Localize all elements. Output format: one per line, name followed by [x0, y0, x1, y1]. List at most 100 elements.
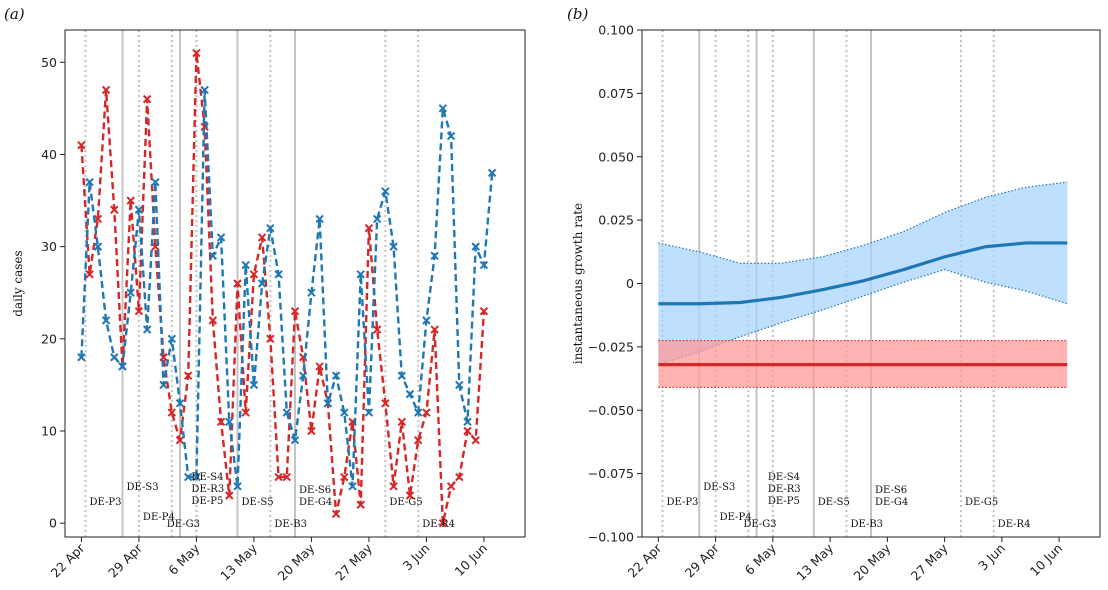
marker-stroke — [167, 334, 176, 344]
data-point — [315, 214, 324, 224]
data-point — [331, 371, 341, 380]
data-point — [446, 482, 456, 491]
marker-stroke — [397, 417, 406, 426]
marker-stroke — [134, 306, 144, 316]
marker-stroke — [331, 509, 341, 519]
event-label: DE-G3 — [167, 519, 200, 530]
marker-stroke — [364, 223, 374, 233]
marker-stroke — [356, 270, 365, 279]
marker-stroke — [315, 362, 324, 371]
data-point — [463, 426, 472, 436]
data-point — [151, 177, 160, 187]
marker-stroke — [372, 325, 382, 334]
data-point — [315, 362, 324, 371]
data-point — [282, 472, 291, 482]
y-tick-label: 30 — [41, 239, 57, 254]
marker-stroke — [257, 279, 267, 288]
data-point — [340, 408, 349, 417]
x-tick-label: 29 Apr — [682, 540, 723, 581]
event-label: DE-S3 — [703, 482, 735, 493]
x-tick-label: 6 May — [165, 540, 203, 578]
data-point — [142, 325, 152, 334]
event-label: DE-S6 — [875, 485, 907, 496]
data-point — [381, 187, 390, 196]
marker-stroke — [85, 177, 94, 187]
event-label: DE-P5 — [768, 496, 800, 507]
marker-stroke — [446, 482, 456, 491]
marker-stroke — [299, 371, 308, 380]
marker-stroke — [307, 426, 316, 436]
data-point — [299, 371, 308, 380]
data-point — [249, 270, 259, 279]
marker-stroke — [455, 380, 464, 390]
x-tick-label: 29 Apr — [105, 540, 146, 581]
event-label: DE-R4 — [998, 519, 1031, 530]
marker-stroke — [307, 288, 316, 297]
marker-stroke — [455, 472, 464, 482]
data-point — [282, 408, 291, 417]
data-point — [463, 417, 472, 426]
event-label: DE-P5 — [191, 496, 223, 507]
marker-stroke — [77, 141, 86, 150]
data-point — [397, 371, 406, 380]
marker-stroke — [257, 233, 267, 242]
data-point — [216, 233, 226, 242]
data-point — [356, 270, 365, 279]
marker-stroke — [282, 472, 291, 482]
data-point — [266, 223, 275, 233]
data-point — [192, 48, 201, 58]
x-tick-label: 3 Jun — [400, 541, 433, 574]
y-tick-label: 0 — [626, 276, 634, 291]
marker-stroke — [340, 472, 349, 482]
data-point — [274, 472, 283, 482]
data-point — [233, 482, 242, 491]
marker-stroke — [331, 371, 341, 380]
marker-stroke — [110, 205, 119, 214]
x-tick-label: 13 May — [793, 540, 836, 583]
marker-stroke — [397, 371, 406, 380]
data-point — [184, 472, 193, 482]
y-tick-label: 0.100 — [598, 23, 634, 38]
data-point — [381, 399, 390, 408]
x-tick-label: 20 May — [275, 540, 318, 583]
data-point — [364, 408, 374, 417]
data-point — [184, 371, 193, 380]
marker-stroke — [184, 371, 193, 380]
data-point — [241, 408, 250, 417]
data-point — [405, 389, 415, 399]
marker-stroke — [200, 85, 209, 95]
marker-stroke — [438, 518, 448, 528]
marker-stroke — [430, 251, 439, 261]
x-tick-label: 10 Jun — [1027, 541, 1065, 579]
x-tick-label: 13 May — [217, 540, 260, 583]
marker-stroke — [414, 436, 423, 445]
y-tick-label: 0.050 — [598, 149, 634, 164]
marker-stroke — [282, 408, 291, 417]
marker-stroke — [274, 270, 283, 279]
x-tick-label: 10 Jun — [452, 541, 490, 579]
series-line-red — [80, 52, 486, 524]
data-point — [446, 131, 456, 141]
data-point — [110, 353, 119, 362]
data-point — [422, 316, 431, 325]
marker-stroke — [126, 196, 135, 205]
event-label: DE-S6 — [299, 485, 331, 496]
marker-stroke — [471, 436, 480, 445]
marker-stroke — [389, 482, 398, 491]
data-point — [225, 417, 234, 426]
data-point — [323, 399, 333, 408]
marker-stroke — [323, 399, 333, 408]
marker-stroke — [414, 408, 423, 417]
data-point — [356, 500, 365, 509]
marker-stroke — [430, 325, 439, 334]
data-point — [85, 270, 94, 279]
data-point — [487, 168, 497, 178]
marker-stroke — [249, 380, 259, 390]
marker-stroke — [389, 242, 398, 251]
data-point — [397, 417, 406, 426]
data-point — [290, 436, 300, 445]
data-point — [471, 242, 480, 251]
event-label: DE-G4 — [299, 497, 332, 508]
data-point — [438, 104, 448, 113]
